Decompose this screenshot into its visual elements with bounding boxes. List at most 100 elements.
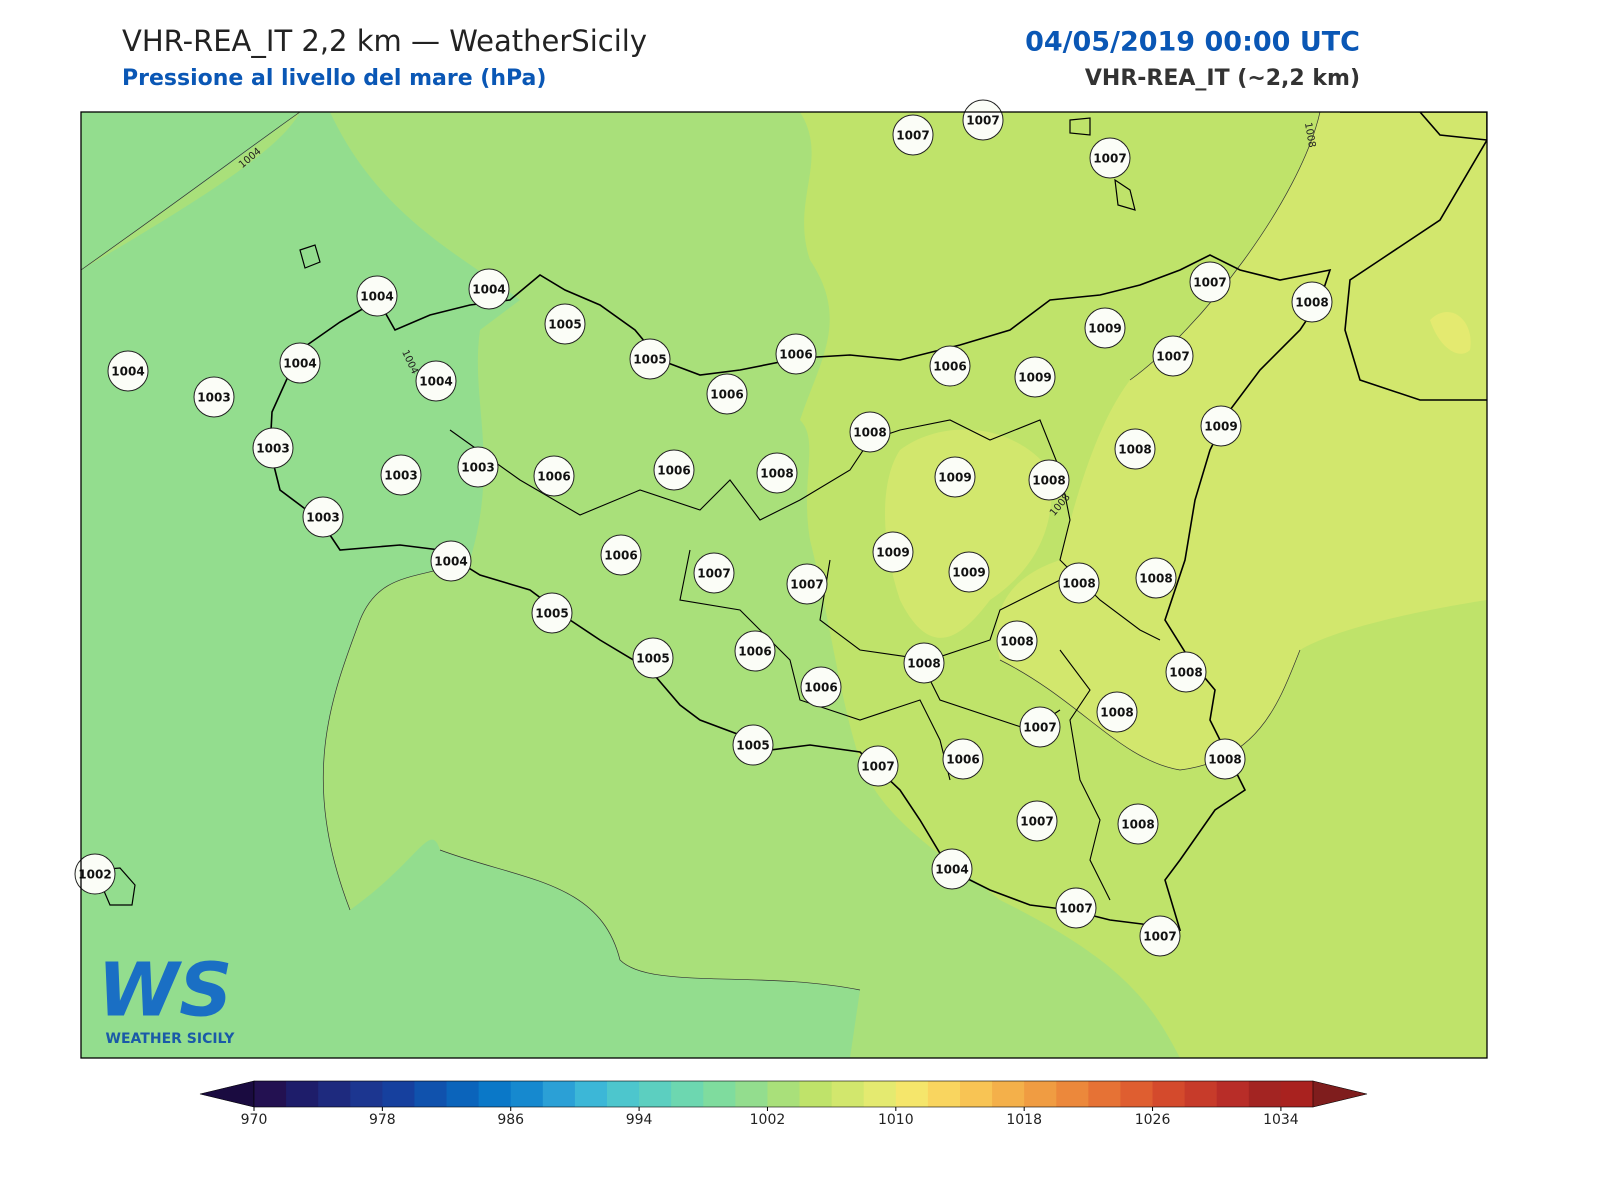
station: 1004 [415,360,457,402]
station: 1008 [1165,651,1207,693]
station: 1005 [732,724,774,766]
station: 1009 [948,551,990,593]
colorbar-box [318,1081,351,1107]
colorbar-box [735,1081,768,1107]
station-value: 1009 [938,471,971,485]
station-value: 1003 [306,511,339,525]
station-marker [1014,356,1056,398]
station: 1009 [1200,405,1242,447]
station-marker [929,345,971,387]
colorbar-box [831,1081,865,1107]
station-value: 1004 [360,290,393,304]
title: VHR-REA_IT 2,2 km — WeatherSicily [122,24,647,58]
station-marker [1200,405,1242,447]
station-marker [600,534,642,576]
station: 1004 [279,342,321,384]
station-value: 1007 [966,114,999,128]
station-marker [775,333,817,375]
station-marker [1028,459,1070,501]
colorbar-tick-label: 986 [497,1112,524,1128]
station: 1008 [1117,803,1159,845]
colorbar-box [510,1081,544,1107]
station-value: 1009 [1018,371,1051,385]
station: 1008 [1291,281,1333,323]
station-value: 1005 [548,318,581,332]
colorbar-box [927,1081,961,1107]
colorbar-box [1056,1081,1089,1107]
station-marker [942,738,984,780]
station-value: 1007 [1143,930,1176,944]
station-marker [74,853,116,895]
map-frame [80,111,1488,1059]
station-marker [468,268,510,310]
station-value: 1007 [896,129,929,143]
station-value: 1005 [633,353,666,367]
station-marker [1016,800,1058,842]
station: 1003 [457,446,499,488]
station-value: 1003 [384,469,417,483]
colorbar-frame [253,1080,1314,1108]
field-high [885,112,1487,770]
station-value: 1007 [1059,902,1092,916]
station-marker [380,454,422,496]
station: 1008 [1204,738,1246,780]
station-marker [1291,281,1333,323]
station-marker [302,496,344,538]
station: 1003 [302,496,344,538]
station: 1008 [849,411,891,453]
station-marker [193,376,235,418]
station-value: 1004 [283,357,316,371]
station: 1002 [74,853,116,895]
colorbar-box [960,1081,993,1107]
station-value: 1003 [256,442,289,456]
station-marker [892,114,934,156]
station-value: 1003 [461,461,494,475]
station-marker [457,446,499,488]
station-value: 1004 [111,365,144,379]
logo-mark: WS [98,948,233,1034]
station: 1007 [786,563,828,605]
colorbar-box [1280,1081,1314,1107]
station: 1006 [942,738,984,780]
station-marker [1165,651,1207,693]
colorbar-box [863,1081,897,1107]
station-value: 1008 [853,426,886,440]
station: 1006 [929,345,971,387]
station: 1007 [1152,335,1194,377]
colorbar-box [478,1081,512,1107]
field-max [1430,311,1471,354]
station: 1006 [706,373,748,415]
station-marker [279,342,321,384]
station-value: 1008 [1032,474,1065,488]
station-marker [849,411,891,453]
colorbar-box [671,1081,704,1107]
station-marker [1096,691,1138,733]
station: 1006 [600,534,642,576]
station-value: 1008 [1000,635,1033,649]
colorbar-box [607,1081,640,1107]
station: 1006 [734,630,776,672]
logo-text: WEATHER SICILY [106,1031,236,1047]
station: 1007 [857,745,899,787]
station-marker [531,592,573,634]
model: VHR-REA_IT (~2,2 km) [1085,66,1360,91]
station-marker [632,637,674,679]
station: 1006 [775,333,817,375]
colorbar-box [703,1081,736,1107]
field-low [81,112,860,1058]
station-value: 1007 [1093,152,1126,166]
station: 1005 [632,637,674,679]
station: 1007 [1016,800,1058,842]
station: 1009 [934,456,976,498]
colorbar-box [1088,1081,1121,1107]
station: 1003 [380,454,422,496]
colorbar: 970 978 986 994 1002 1010 1018 1026 1034 [199,1080,1368,1128]
station-marker [107,350,149,392]
colorbar-box [767,1081,801,1107]
station-value: 1007 [1156,350,1189,364]
station-value: 1005 [535,607,568,621]
colorbar-box [254,1081,287,1107]
station-value: 1009 [876,546,909,560]
station: 1005 [531,592,573,634]
